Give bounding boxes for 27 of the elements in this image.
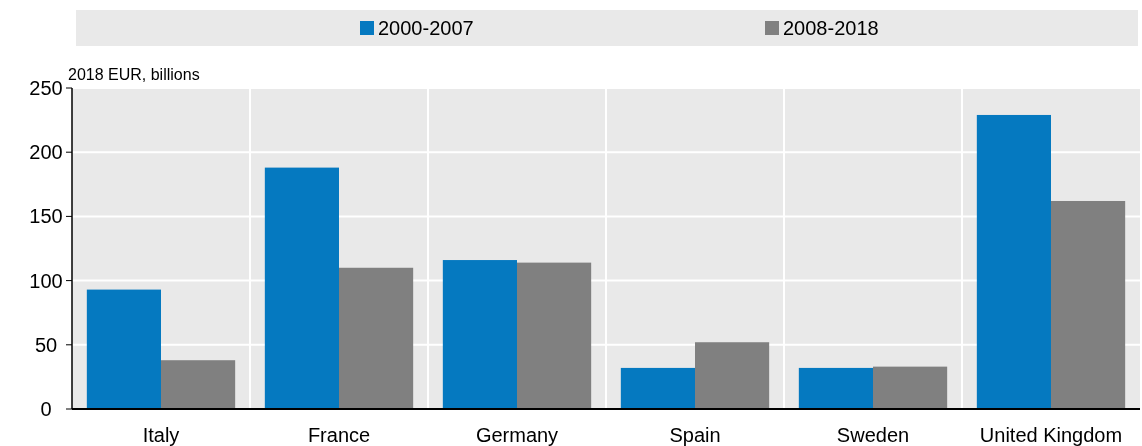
bar	[1051, 200, 1126, 409]
bar	[976, 114, 1051, 409]
bar	[264, 167, 339, 409]
x-tick-label: Sweden	[836, 424, 910, 446]
bar	[620, 367, 695, 409]
x-tick-label: Germany	[475, 424, 559, 446]
x-tick-label: France	[307, 424, 371, 446]
x-tick-label: Spain	[669, 424, 721, 446]
legend-label: 2008-2018	[783, 17, 879, 39]
y-tick-label: 150	[29, 205, 63, 228]
bar	[86, 289, 161, 409]
y-tick-label: 100	[29, 269, 63, 292]
bar	[161, 360, 236, 409]
bar	[695, 342, 770, 409]
bar	[339, 267, 414, 409]
legend-label: 2000-2007	[378, 17, 474, 39]
bar	[798, 367, 873, 409]
x-tick-label: United Kingdom	[979, 424, 1123, 446]
y-axis-title: 2018 EUR, billions	[68, 66, 200, 83]
y-tick-label: 250	[29, 77, 63, 99]
bar	[442, 260, 517, 409]
y-tick-label: 200	[29, 141, 63, 164]
y-tick-label: 0	[40, 398, 52, 420]
bar	[873, 366, 948, 409]
bar	[517, 262, 592, 409]
x-tick-label: Italy	[142, 424, 180, 446]
y-tick-label: 50	[34, 333, 58, 356]
